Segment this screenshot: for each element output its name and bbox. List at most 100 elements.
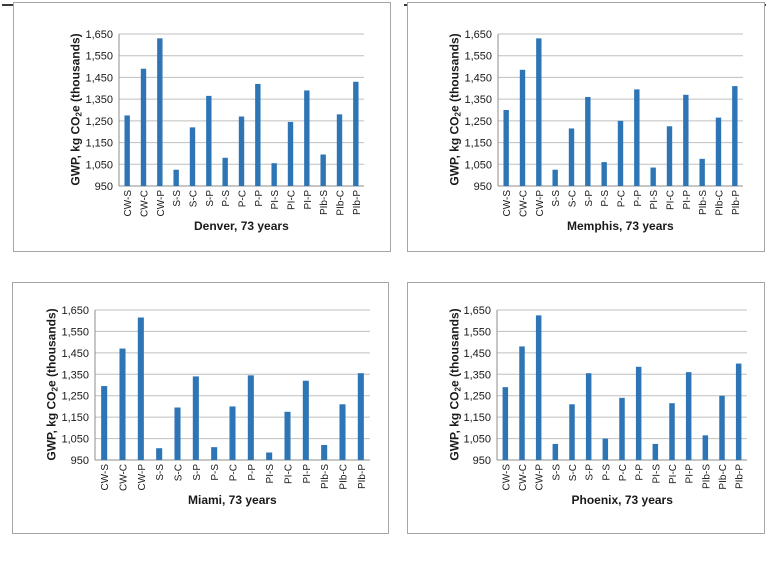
x-tick-label: S-S <box>551 190 562 207</box>
y-tick-label: 1,450 <box>464 72 492 84</box>
x-tick-label: S-P <box>192 464 203 481</box>
bar-s-p <box>192 376 199 460</box>
x-tick-label: PI-C <box>287 190 298 210</box>
x-tick-label: P-P <box>247 464 258 481</box>
y-tick-label: 1,550 <box>85 51 113 63</box>
y-tick-label: 1,350 <box>61 369 89 381</box>
bar-s-s <box>552 169 558 186</box>
y-tick-label: 950 <box>473 455 491 467</box>
bar-s-s <box>552 443 559 460</box>
bar-cw-p <box>137 317 144 460</box>
y-axis-title: GWP, kg CO2e (thousands) <box>447 308 463 461</box>
x-tick-label: P-C <box>618 464 629 481</box>
x-tick-label: P-S <box>601 464 612 481</box>
x-tick-label: S-P <box>584 190 595 207</box>
chart-svg: 950 1,050 1,150 1,250 1,350 1,450 1,550 1,650 CW… <box>85 29 364 217</box>
bar-s-c <box>174 407 181 460</box>
x-tick-label: CW-C <box>119 464 130 491</box>
bar-pi-p <box>302 380 309 460</box>
bar-p-s <box>601 162 607 186</box>
bar-cw-s <box>124 115 130 186</box>
x-tick-label: PI-S <box>649 190 660 210</box>
x-tick-label: PIb-P <box>352 190 363 215</box>
bar-pib-p <box>735 363 742 460</box>
x-tick-label: CW-S <box>501 464 512 491</box>
bar-p-c <box>619 397 625 460</box>
bar-pi-c <box>669 403 675 460</box>
x-tick-label: PI-C <box>668 464 679 484</box>
bar-pi-s <box>271 163 277 186</box>
chart-title: Memphis, 73 years <box>567 219 674 233</box>
bar-pi-c <box>287 121 294 186</box>
bar-pib-c <box>715 117 722 186</box>
y-tick-label: 1,250 <box>61 391 89 403</box>
y-tick-label: 1,050 <box>464 159 492 171</box>
x-tick-label: S-P <box>205 190 216 207</box>
bar-pi-p <box>683 94 689 186</box>
x-tick-label: P-P <box>635 464 646 481</box>
chart-panel-memphis: 950 1,050 1,150 1,250 1,350 1,450 1,550 1,650 CW… <box>407 2 765 252</box>
y-tick-label: 1,450 <box>61 348 89 360</box>
x-tick-label: PIb-C <box>718 464 729 490</box>
bar-cw-c <box>119 348 126 460</box>
bar-pib-c <box>336 114 343 186</box>
x-tick-label: S-S <box>155 464 166 481</box>
bar-p-c <box>238 116 245 186</box>
bar-pib-c <box>719 395 725 460</box>
y-tick-label: 1,050 <box>463 434 491 446</box>
y-axis-title: GWP, kg CO2e (thousands) <box>447 33 463 186</box>
bar-cw-s <box>502 387 509 460</box>
y-tick-label: 1,250 <box>464 116 492 128</box>
y-tick-label: 950 <box>95 181 113 193</box>
bar-cw-c <box>519 69 526 186</box>
bar-p-c <box>617 120 624 186</box>
x-tick-label: CW-P <box>156 190 167 217</box>
bar-pib-c <box>339 404 346 460</box>
y-tick-label: 1,550 <box>463 326 491 338</box>
bar-pib-p <box>353 81 359 186</box>
bar-pib-s <box>702 435 709 460</box>
x-tick-label: P-P <box>633 190 644 207</box>
x-tick-label: S-C <box>174 464 185 481</box>
y-tick-label: 1,350 <box>464 94 492 106</box>
x-tick-label: P-C <box>617 190 628 207</box>
x-tick-label: CW-S <box>502 190 513 217</box>
bar-p-p <box>634 89 640 186</box>
x-tick-label: S-P <box>585 464 596 481</box>
bar-p-s <box>602 438 609 460</box>
x-tick-label: CW-C <box>518 464 529 491</box>
bar-pi-p <box>685 372 692 460</box>
x-tick-label: PI-P <box>682 190 693 210</box>
y-tick-label: 1,450 <box>463 348 491 360</box>
bar-pib-s <box>699 158 705 186</box>
bar-pib-p <box>732 86 738 186</box>
x-tick-label: S-C <box>568 190 579 207</box>
x-tick-label: PIb-S <box>698 190 709 215</box>
bar-s-s <box>156 448 163 460</box>
bar-p-p <box>255 83 261 186</box>
bar-pi-c <box>284 411 291 460</box>
x-tick-label: PIb-P <box>357 464 368 489</box>
y-tick-label: 1,050 <box>61 434 89 446</box>
x-tick-label: PI-C <box>284 464 295 484</box>
bar-cw-p <box>535 315 542 460</box>
y-tick-label: 1,050 <box>85 159 113 171</box>
bar-p-c <box>229 406 236 460</box>
x-tick-label: S-S <box>172 190 183 207</box>
y-tick-label: 1,350 <box>463 369 491 381</box>
bar-pib-s <box>320 154 326 186</box>
chart-title: Phoenix, 73 years <box>571 493 673 507</box>
y-axis-title: GWP, kg CO2e (thousands) <box>68 33 84 186</box>
x-tick-label: PIb-S <box>320 464 331 489</box>
x-tick-label: PI-S <box>265 464 276 484</box>
bar-p-p <box>247 375 254 460</box>
y-tick-label: 1,650 <box>61 305 89 317</box>
y-tick-label: 1,450 <box>85 72 113 84</box>
bar-cw-p <box>536 38 542 186</box>
x-tick-label: PIb-C <box>715 190 726 216</box>
y-tick-label: 1,650 <box>464 29 492 41</box>
bar-pi-s <box>266 452 273 460</box>
y-tick-label: 1,250 <box>463 391 491 403</box>
x-tick-label: PI-C <box>666 190 677 210</box>
bar-s-p <box>206 95 212 186</box>
